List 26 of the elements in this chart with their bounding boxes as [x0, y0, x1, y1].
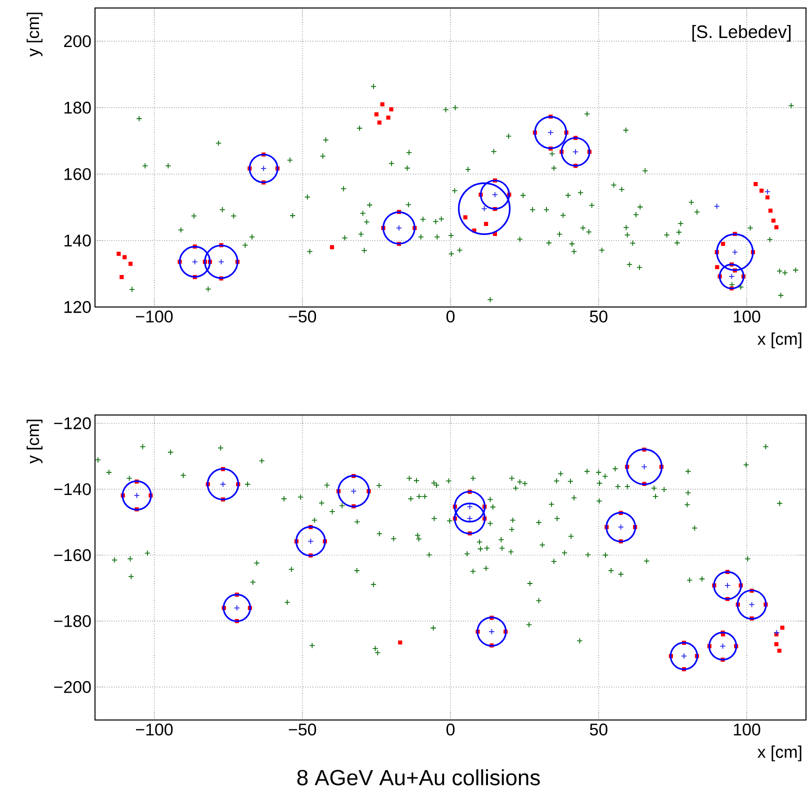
annotation: [S. Lebedev]: [692, 24, 791, 42]
text: 8 AGeV Au+Au collisions: [297, 769, 540, 786]
y-tick-label: 160: [64, 168, 91, 180]
x-tick-label: −100: [136, 310, 173, 323]
x-tick-label: 50: [590, 724, 608, 736]
x-tick-label: −50: [288, 724, 316, 736]
y-tick-label: 200: [64, 35, 91, 48]
y-tick-label: −180: [54, 615, 91, 628]
y-tick-label: −160: [54, 549, 91, 562]
x-tick-label: 0: [446, 310, 455, 323]
x-tick-label: 0: [446, 724, 455, 736]
y-tick-label: −140: [54, 483, 91, 496]
y-tick-label: 120: [64, 300, 91, 313]
y-axis-title: y [cm]: [26, 420, 42, 464]
y-axis-title: y [cm]: [26, 12, 42, 57]
x-tick-label: 100: [734, 724, 760, 736]
x-tick-label: −50: [288, 310, 316, 323]
y-tick-label: 140: [64, 234, 91, 247]
x-axis-title: x [cm]: [758, 332, 802, 348]
y-tick-label: −200: [54, 681, 91, 694]
y-tick-label: −120: [54, 417, 91, 430]
x-axis-title: x [cm]: [758, 746, 802, 762]
x-tick-label: −100: [136, 724, 173, 736]
x-tick-label: 50: [590, 310, 608, 323]
y-tick-label: 180: [64, 102, 91, 114]
x-tick-label: 100: [734, 310, 760, 323]
